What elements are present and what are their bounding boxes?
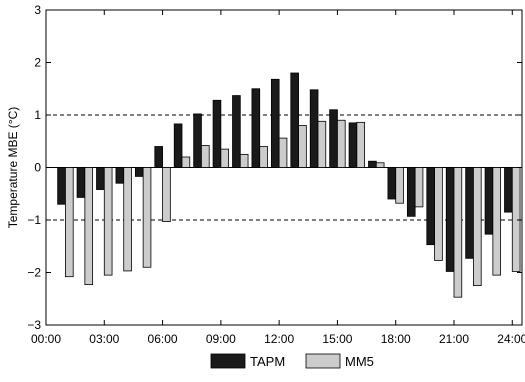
bar-tapm-14 — [309, 89, 319, 168]
bar-mm5-11 — [259, 146, 268, 168]
x-tick-label: 00:00 — [31, 332, 61, 346]
bar-tapm-8 — [193, 113, 202, 168]
bar-mm5-10 — [239, 153, 249, 168]
bar-mm5-16 — [356, 121, 366, 168]
bar-tapm-23 — [484, 167, 494, 235]
y-axis-title: Temperature MBE (°C) — [6, 107, 20, 229]
bar-tapm-7 — [173, 123, 183, 168]
bar-mm5-15 — [337, 119, 346, 168]
bars — [57, 72, 521, 298]
legend-label-mm5: MM5 — [345, 354, 374, 369]
bar-mm5-6 — [162, 167, 171, 222]
y-tick-label: −3 — [27, 318, 41, 332]
bar-mm5-8 — [201, 145, 210, 168]
y-tick-label: −2 — [27, 266, 41, 280]
x-tick-label: 24:00 — [497, 332, 525, 346]
bar-mm5-17 — [375, 162, 385, 168]
y-tick-label: 2 — [34, 56, 41, 70]
bar-mm5-14 — [317, 120, 327, 168]
x-axis-ticks: 00:00 03:00 06:00 09:00 12:00 15:00 18:00 21:00… — [31, 10, 525, 346]
bar-tapm-1 — [57, 167, 66, 205]
bar-mm5-3 — [103, 167, 113, 276]
y-tick-label: 1 — [34, 108, 41, 122]
x-tick-label: 09:00 — [206, 332, 236, 346]
bar-tapm-13 — [290, 72, 299, 168]
bar-mm5-9 — [220, 148, 230, 168]
bar-mm5-2 — [84, 167, 94, 285]
bar-tapm-21 — [445, 167, 455, 272]
y-tick-label: 0 — [34, 161, 41, 175]
bar-tapm-11 — [251, 88, 261, 168]
bar-mm5-18 — [395, 167, 404, 204]
bar-tapm-4 — [115, 167, 125, 184]
bar-tapm-5 — [134, 167, 144, 177]
bar-mm5-4 — [123, 167, 132, 272]
bar-tapm-10 — [232, 95, 241, 168]
bar-mm5-13 — [298, 125, 307, 168]
bar-mm5-22 — [473, 167, 482, 287]
bar-mm5-7 — [181, 156, 191, 168]
x-tick-label: 21:00 — [439, 332, 469, 346]
bar-tapm-6 — [154, 146, 163, 168]
y-tick-label: 3 — [34, 3, 41, 17]
x-tick-label: 12:00 — [264, 332, 294, 346]
bar-tapm-24 — [504, 167, 513, 213]
bar-tapm-20 — [426, 167, 435, 246]
bar-tapm-22 — [465, 167, 474, 259]
y-tick-label: −1 — [27, 213, 41, 227]
bar-mm5-12 — [278, 137, 288, 168]
bar-tapm-18 — [387, 167, 397, 200]
x-tick-label: 03:00 — [89, 332, 119, 346]
bar-tapm-9 — [212, 99, 222, 168]
bar-tapm-3 — [96, 167, 105, 190]
bar-tapm-16 — [348, 122, 358, 168]
legend-swatch-tapm — [210, 353, 246, 369]
bar-tapm-2 — [76, 167, 86, 198]
bar-mm5-24 — [511, 167, 521, 272]
x-tick-label: 18:00 — [381, 332, 411, 346]
x-tick-label: 15:00 — [322, 332, 352, 346]
bar-mm5-20 — [434, 167, 443, 261]
bar-tapm-19 — [406, 167, 416, 217]
bar-mm5-19 — [414, 167, 424, 208]
legend-label-tapm: TAPM — [250, 354, 285, 369]
legend: TAPM MM5 — [210, 353, 374, 369]
bar-mm5-1 — [65, 167, 74, 278]
bar-tapm-12 — [270, 78, 280, 168]
bar-mm5-5 — [142, 167, 152, 268]
bar-mm5-23 — [492, 167, 502, 276]
legend-swatch-mm5 — [305, 353, 341, 369]
bar-mm5-21 — [453, 167, 463, 298]
x-tick-label: 06:00 — [148, 332, 178, 346]
bar-tapm-15 — [329, 109, 338, 168]
y-axis-ticks: −3 −2 −1 0 1 2 3 — [27, 3, 522, 332]
bar-tapm-17 — [368, 160, 377, 168]
